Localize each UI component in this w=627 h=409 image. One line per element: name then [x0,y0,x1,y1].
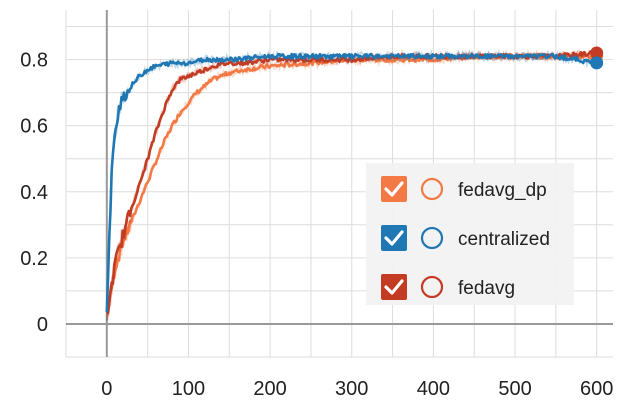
legend-circle-icon [420,177,444,201]
checkmark-icon [384,279,404,295]
y-tick-label: 0.4 [20,182,48,204]
legend-label: fedavg [458,278,515,299]
legend-item-fedavg: fedavg [381,274,515,300]
series-smoothed-line [105,52,598,313]
legend-circle-icon [420,226,444,250]
series-centralized [105,48,604,322]
x-tick-label: 600 [580,378,613,400]
legend-item-fedavg_dp: fedavg_dp [381,176,547,202]
legend-label: fedavg_dp [458,180,547,201]
legend-item-centralized: centralized [381,225,550,251]
x-tick-label: 0 [101,378,112,400]
x-tick-label: 100 [172,378,205,400]
x-tick-label: 400 [417,378,450,400]
y-tick-label: 0 [37,314,48,336]
x-tick-label: 300 [335,378,368,400]
x-tick-label: 200 [253,378,286,400]
checkmark-icon [384,230,404,246]
tick-labels: 0 100 200 300 400 500 600 0 0.2 0.4 0.6 0.8 [20,50,613,400]
y-tick-label: 0.8 [20,50,48,72]
legend-label: centralized [458,229,550,250]
series-end-point [590,46,604,60]
x-tick-label: 500 [498,378,531,400]
legend: fedavg_dp centralized fedavg [366,163,574,305]
y-tick-label: 0.2 [20,248,48,270]
series-lines [105,46,604,322]
y-tick-label: 0.6 [20,116,48,138]
series-end-point [590,56,604,70]
legend-circle-icon [420,275,444,299]
checkmark-icon [384,181,404,197]
